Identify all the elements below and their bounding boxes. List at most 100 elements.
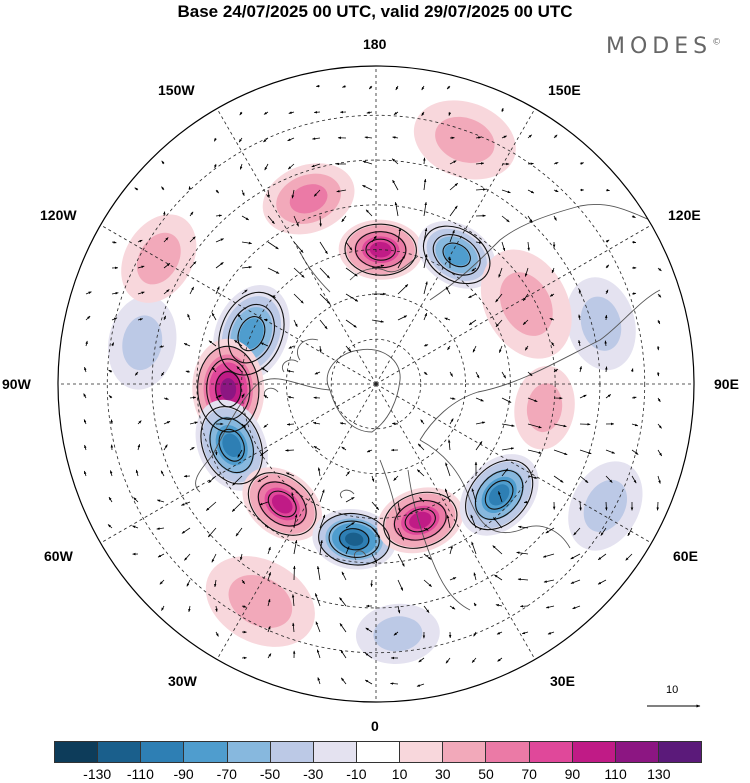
wind-vector bbox=[267, 189, 270, 199]
wind-vector bbox=[395, 85, 399, 91]
colorbar-swatch bbox=[572, 742, 616, 762]
wind-vector bbox=[189, 236, 196, 243]
anomaly-band bbox=[136, 232, 181, 285]
wind-vector bbox=[631, 292, 637, 296]
wind-vector bbox=[345, 522, 355, 529]
wind-vector bbox=[475, 371, 480, 379]
wind-vector bbox=[449, 229, 455, 243]
wind-vector bbox=[161, 160, 165, 165]
wind-vector bbox=[339, 422, 347, 425]
wind-vector bbox=[215, 286, 220, 295]
lon-label-0: 0 bbox=[371, 718, 379, 734]
contour-loop bbox=[227, 303, 275, 364]
coastline-alaska-chukotka bbox=[299, 251, 419, 293]
wind-vector bbox=[319, 319, 328, 330]
wind-vector bbox=[159, 579, 165, 585]
colorbar bbox=[54, 741, 702, 763]
wind-vector bbox=[570, 553, 581, 560]
wind-vector bbox=[627, 527, 633, 537]
wind-vectors bbox=[83, 84, 663, 687]
wind-vector bbox=[234, 339, 243, 347]
wind-vector bbox=[391, 422, 399, 425]
wind-vector bbox=[605, 289, 609, 295]
colorbar-tick-label: 30 bbox=[435, 766, 451, 782]
wind-vector bbox=[319, 241, 328, 255]
wind-vector bbox=[468, 319, 477, 326]
colorbar-tick-label: 10 bbox=[391, 766, 408, 782]
wind-vector bbox=[494, 574, 503, 581]
wind-vector bbox=[423, 281, 428, 295]
wind-vector bbox=[570, 579, 581, 584]
map-title: Base 24/07/2025 00 UTC, valid 29/07/2025… bbox=[177, 2, 573, 21]
latitude-circle bbox=[286, 294, 466, 474]
wind-vector bbox=[578, 314, 581, 321]
wind-vector bbox=[445, 462, 451, 477]
wind-vector bbox=[213, 137, 217, 142]
wind-vector bbox=[423, 527, 429, 531]
wind-vector bbox=[473, 602, 477, 607]
wind-vector bbox=[527, 449, 542, 454]
wind-vector bbox=[157, 553, 165, 558]
wind-vector bbox=[470, 514, 477, 529]
wind-vector bbox=[449, 545, 453, 555]
wind-vector bbox=[285, 472, 295, 477]
wind-vector bbox=[345, 267, 358, 277]
anomaly-band bbox=[499, 272, 553, 336]
lon-label-30e: 30E bbox=[550, 673, 575, 689]
wind-vector bbox=[163, 397, 169, 400]
wind-vector bbox=[137, 318, 144, 321]
wind-vector bbox=[267, 625, 271, 633]
contour-loop bbox=[383, 491, 458, 549]
contour-loop bbox=[209, 417, 254, 474]
wind-vector bbox=[264, 163, 269, 171]
wind-vector bbox=[267, 215, 275, 225]
wind-vector bbox=[527, 371, 533, 377]
wind-vector bbox=[161, 371, 165, 376]
wind-vector bbox=[501, 189, 511, 194]
wind-vector bbox=[319, 293, 331, 305]
wind-vector bbox=[631, 396, 637, 399]
wind-vector bbox=[137, 239, 143, 243]
wind-vector bbox=[449, 205, 458, 217]
wind-vector bbox=[188, 605, 191, 613]
colorbar-tick-label: -30 bbox=[303, 766, 324, 782]
wind-vector bbox=[371, 319, 384, 323]
contour-loop bbox=[344, 223, 417, 276]
wind-vector bbox=[261, 367, 269, 373]
colorbar-swatch bbox=[227, 742, 271, 762]
wind-vector bbox=[597, 579, 607, 585]
wind-vector bbox=[286, 423, 295, 426]
wind-vector bbox=[397, 605, 401, 614]
wind-vector bbox=[495, 319, 503, 328]
colorbar-tick-label: 90 bbox=[564, 766, 581, 782]
wind-vector bbox=[207, 527, 217, 538]
wind-vector bbox=[313, 445, 321, 451]
wind-vector bbox=[156, 527, 165, 530]
wind-vector bbox=[547, 631, 555, 635]
wind-vector bbox=[214, 163, 217, 169]
anomaly-band bbox=[444, 244, 470, 266]
contour-pos-north-atlantic bbox=[383, 491, 458, 549]
wind-vector bbox=[316, 565, 321, 581]
wind-vector bbox=[137, 420, 142, 425]
contour-loop bbox=[328, 520, 380, 558]
wind-vector bbox=[397, 227, 402, 243]
colorbar-swatch bbox=[270, 742, 314, 762]
wind-vector bbox=[211, 312, 217, 321]
wind-vector bbox=[263, 394, 269, 399]
wind-vector bbox=[553, 475, 564, 483]
wind-vector bbox=[319, 539, 323, 555]
wind-vector bbox=[371, 527, 381, 538]
wind-vector bbox=[630, 368, 634, 373]
wind-vector bbox=[517, 578, 529, 581]
wind-vector bbox=[393, 475, 399, 481]
wind-vector bbox=[287, 137, 295, 142]
wind-vector bbox=[597, 553, 607, 561]
anomaly-band bbox=[289, 184, 328, 214]
wind-vector bbox=[238, 137, 243, 143]
brand-name: MODES bbox=[606, 34, 713, 59]
wind-vector bbox=[605, 475, 613, 483]
wind-vector bbox=[390, 682, 399, 685]
wind-vector bbox=[499, 345, 503, 353]
wind-vector bbox=[545, 527, 555, 534]
